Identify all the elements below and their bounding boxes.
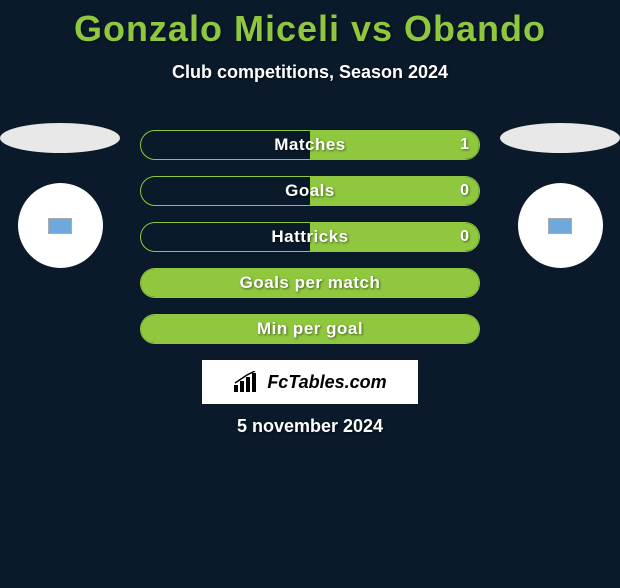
- stat-row-min-per-goal: Min per goal: [140, 314, 480, 344]
- flag-icon: [548, 218, 572, 234]
- right-player-column: [500, 123, 620, 268]
- stat-row-matches: Matches 1: [140, 130, 480, 160]
- stat-fill: [310, 177, 479, 205]
- club-badge-left: [18, 183, 103, 268]
- logo-inner: FcTables.com: [233, 371, 386, 393]
- stat-label: Matches: [274, 135, 346, 155]
- player-shadow-right: [500, 123, 620, 153]
- stat-value-right: 0: [460, 228, 469, 246]
- stat-row-goals-per-match: Goals per match: [140, 268, 480, 298]
- bars-icon: [233, 371, 261, 393]
- stat-row-hattricks: Hattricks 0: [140, 222, 480, 252]
- left-player-column: [0, 123, 120, 268]
- site-logo: FcTables.com: [202, 360, 418, 404]
- stats-container: Matches 1 Goals 0 Hattricks 0 Goals per …: [140, 130, 480, 360]
- update-date: 5 november 2024: [0, 416, 620, 437]
- comparison-subtitle: Club competitions, Season 2024: [0, 62, 620, 83]
- stat-label: Goals per match: [240, 273, 381, 293]
- logo-text: FcTables.com: [267, 372, 386, 393]
- stat-label: Hattricks: [271, 227, 348, 247]
- comparison-title: Gonzalo Miceli vs Obando: [0, 8, 620, 50]
- club-badge-right: [518, 183, 603, 268]
- stat-value-right: 0: [460, 182, 469, 200]
- stat-row-goals: Goals 0: [140, 176, 480, 206]
- flag-icon: [48, 218, 72, 234]
- stat-label: Min per goal: [257, 319, 363, 339]
- stat-value-right: 1: [460, 136, 469, 154]
- player-shadow-left: [0, 123, 120, 153]
- stat-label: Goals: [285, 181, 335, 201]
